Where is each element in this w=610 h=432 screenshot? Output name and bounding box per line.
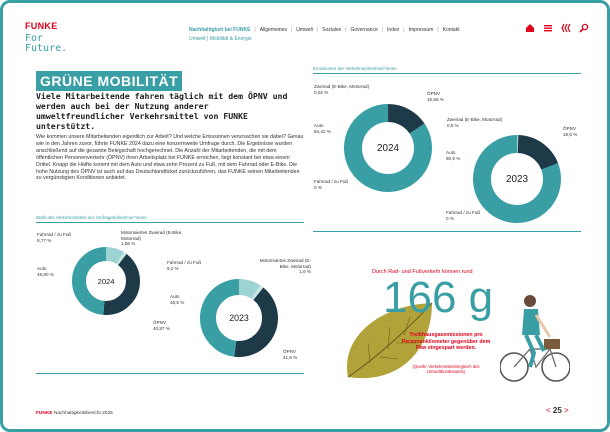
label-twowheel-2023: Motorisiertes Zweirad (E-Bike, Motorrad)… bbox=[259, 258, 311, 274]
highlight-intro: Durch Rad- und Fußverkehr können rund bbox=[372, 269, 473, 275]
label-oepnv-2023: ÖPNV 41,5 % bbox=[283, 349, 298, 360]
nav-item-index[interactable]: Index bbox=[387, 27, 400, 33]
donut-slice bbox=[200, 279, 278, 357]
donut-chart-choice-2024: 2024 bbox=[72, 247, 140, 315]
label-car-2024: Auto 48,80 % bbox=[37, 266, 54, 277]
label-car-em-2024: Auto 84,42 % bbox=[314, 123, 331, 134]
donut-chart-emissions-2024: 2024 bbox=[344, 104, 432, 192]
prev-page-icon[interactable]: < bbox=[546, 406, 551, 415]
leaf-illustration bbox=[346, 302, 433, 379]
breadcrumb[interactable]: Umwelt | Mobilität & Energie bbox=[189, 36, 252, 42]
choice-chart-title: Wahl des Verkehrsmittels der Umfrageteil… bbox=[36, 215, 147, 220]
donut-slice bbox=[344, 104, 432, 192]
next-page-icon[interactable]: > bbox=[564, 406, 569, 415]
label-walk-em-2023: Fahrrad / zu Fuß 0 % bbox=[446, 210, 481, 221]
lead-paragraph: Viele Mitarbeitende fahren täglich mit d… bbox=[36, 91, 288, 131]
divider bbox=[313, 73, 581, 74]
label-oepnv-2024: ÖPNV 40,87 % bbox=[153, 320, 170, 331]
home-icon[interactable] bbox=[525, 23, 535, 36]
logo-text: FUNKE bbox=[25, 21, 58, 31]
label-oepnv-em-2023: ÖPNV 18,6 % bbox=[563, 126, 578, 137]
label-twowheel-2024: Motorisiertes Zweirad (E-Bike, Motorrad)… bbox=[121, 230, 183, 246]
tagline-line1: For bbox=[25, 33, 44, 44]
nav-separator: | bbox=[316, 27, 319, 33]
highlight-value: 166 g bbox=[383, 273, 494, 322]
label-car-2023: Auto 48,5 % bbox=[170, 294, 185, 305]
body-paragraph: Wie kommen unsere Mitarbeitenden eigentl… bbox=[36, 134, 304, 182]
footer-brand: FUNKE bbox=[36, 411, 53, 416]
donut-year-label: 2024 bbox=[377, 143, 399, 154]
highlight-description: Treibhausgasemissionen pro Personenkilom… bbox=[401, 332, 491, 351]
pagination: < 25 > bbox=[546, 406, 569, 415]
cyclist-illustration bbox=[500, 295, 570, 382]
label-walk-2024: Fahrrad / zu Fuß 8,77 % bbox=[37, 232, 72, 243]
nav-item-governance[interactable]: Governance bbox=[350, 27, 378, 33]
top-icon-bar bbox=[525, 23, 589, 36]
page-number: 25 bbox=[552, 406, 562, 415]
donut-slice bbox=[72, 247, 140, 315]
nav-separator: | bbox=[290, 27, 293, 33]
nav-separator: | bbox=[345, 27, 347, 33]
highlight-source: (Quelle: Verkehrsmittelvergleich des Umw… bbox=[412, 364, 480, 375]
label-twowheel-em-2024: Zweirad (E-Bike, Motorrad) 0,02 % bbox=[314, 84, 370, 95]
nav-separator: | bbox=[437, 27, 439, 33]
label-oepnv-em-2024: ÖPNV 15,56 % bbox=[427, 91, 444, 102]
nav-item-allgemeines[interactable]: Allgemeines bbox=[259, 27, 287, 33]
emissions-chart-title: Emissionen der Verkehrsteilnehmer*innen bbox=[313, 66, 397, 71]
back-icon[interactable] bbox=[561, 23, 571, 36]
label-twowheel-em-2023: Zweirad (E-Bike, Motorrad) 0,5 % bbox=[447, 117, 503, 128]
search-icon[interactable] bbox=[579, 23, 589, 36]
donut-slice bbox=[473, 135, 561, 223]
label-walk-2023: Fahrrad / zu Fuß 9,2 % bbox=[167, 260, 202, 271]
page-title: GRÜNE MOBILITÄT bbox=[36, 71, 183, 91]
donut-slice bbox=[72, 247, 140, 315]
donut-year-label: 2023 bbox=[229, 313, 249, 323]
donut-chart-choice-2023: 2023 bbox=[200, 279, 278, 357]
divider bbox=[36, 373, 304, 374]
donut-year-label: 2024 bbox=[97, 277, 115, 286]
donut-year-label: 2023 bbox=[506, 174, 528, 185]
top-navigation: Nachhaltigkeit bei FUNKE | Allgemeines |… bbox=[189, 27, 460, 33]
footer: FUNKE Nachhaltigkeitsbericht 2025 bbox=[36, 411, 113, 416]
label-walk-em-2024: Fahrrad / zu Fuß 0 % bbox=[314, 179, 349, 190]
donut-chart-emissions-2023: 2023 bbox=[473, 135, 561, 223]
nav-item-impressum[interactable]: Impressum bbox=[408, 27, 434, 33]
footer-report: Nachhaltigkeitsbericht 2025 bbox=[53, 411, 113, 416]
nav-item-nachhaltigkeit[interactable]: Nachhaltigkeit bei FUNKE bbox=[189, 27, 251, 33]
menu-icon[interactable] bbox=[543, 23, 553, 36]
divider bbox=[313, 231, 581, 232]
nav-separator: | bbox=[254, 27, 256, 33]
funke-logo[interactable]: FUNKE For Future. bbox=[25, 21, 67, 54]
nav-item-soziales[interactable]: Soziales bbox=[322, 27, 342, 33]
nav-separator: | bbox=[381, 27, 384, 33]
donut-slice bbox=[200, 279, 278, 357]
divider bbox=[36, 222, 304, 223]
nav-separator: | bbox=[403, 27, 405, 33]
label-car-em-2023: Auto 80,9 % bbox=[446, 150, 461, 161]
nav-item-kontakt[interactable]: Kontakt bbox=[442, 27, 460, 33]
nav-item-umwelt[interactable]: Umwelt bbox=[296, 27, 313, 33]
tagline-line2: Future. bbox=[25, 43, 68, 54]
